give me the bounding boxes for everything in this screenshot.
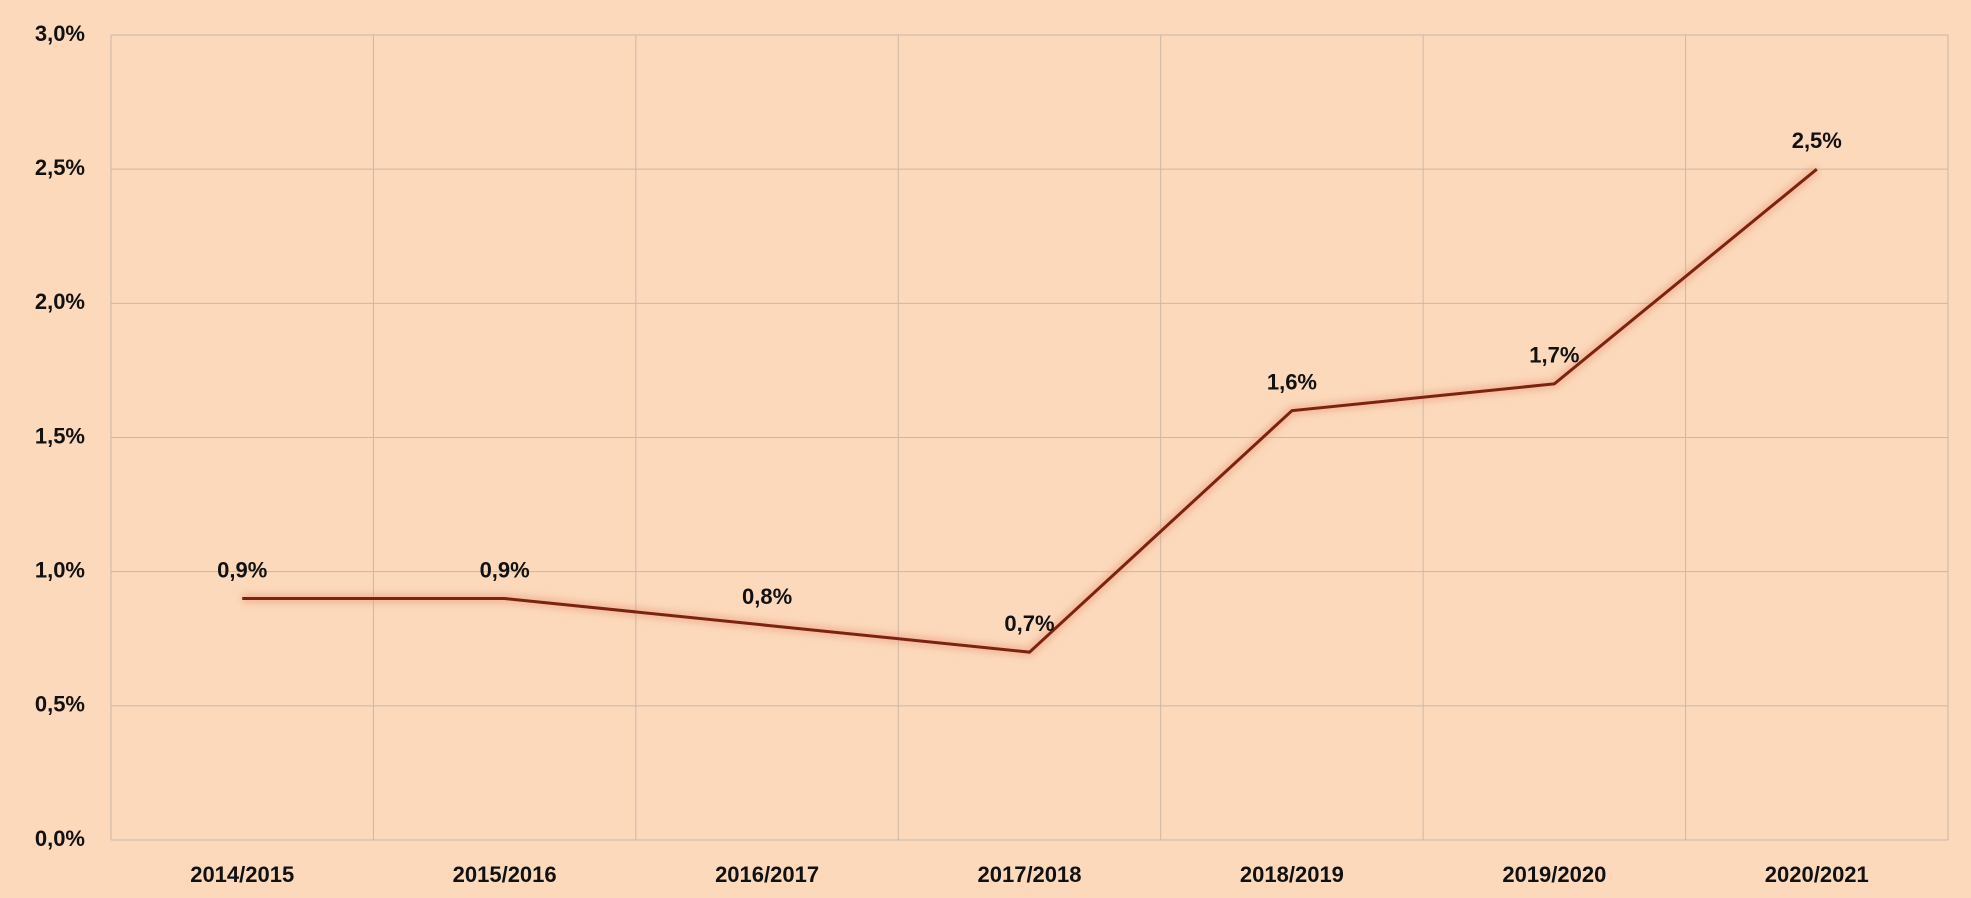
x-tick-label: 2018/2019: [1240, 862, 1344, 887]
data-label: 2,5%: [1792, 128, 1842, 153]
x-tick-label: 2014/2015: [190, 862, 294, 887]
line-series: [242, 168, 1818, 654]
y-tick-label: 0,5%: [35, 692, 85, 717]
y-tick-label: 3,0%: [35, 21, 85, 46]
y-tick-label: 1,5%: [35, 423, 85, 448]
x-tick-label: 2019/2020: [1502, 862, 1606, 887]
data-label: 0,7%: [1004, 611, 1054, 636]
y-tick-label: 0,0%: [35, 826, 85, 851]
x-tick-label: 2020/2021: [1765, 862, 1869, 887]
x-tick-label: 2017/2018: [978, 862, 1082, 887]
data-label: 1,6%: [1267, 369, 1317, 394]
data-label: 0,9%: [480, 557, 530, 582]
y-tick-label: 1,0%: [35, 557, 85, 582]
x-tick-label: 2016/2017: [715, 862, 819, 887]
y-tick-label: 2,0%: [35, 289, 85, 314]
x-tick-label: 2015/2016: [453, 862, 557, 887]
data-label: 0,9%: [217, 557, 267, 582]
y-tick-label: 2,5%: [35, 155, 85, 180]
data-label: 0,8%: [742, 584, 792, 609]
data-label: 1,7%: [1529, 343, 1579, 368]
